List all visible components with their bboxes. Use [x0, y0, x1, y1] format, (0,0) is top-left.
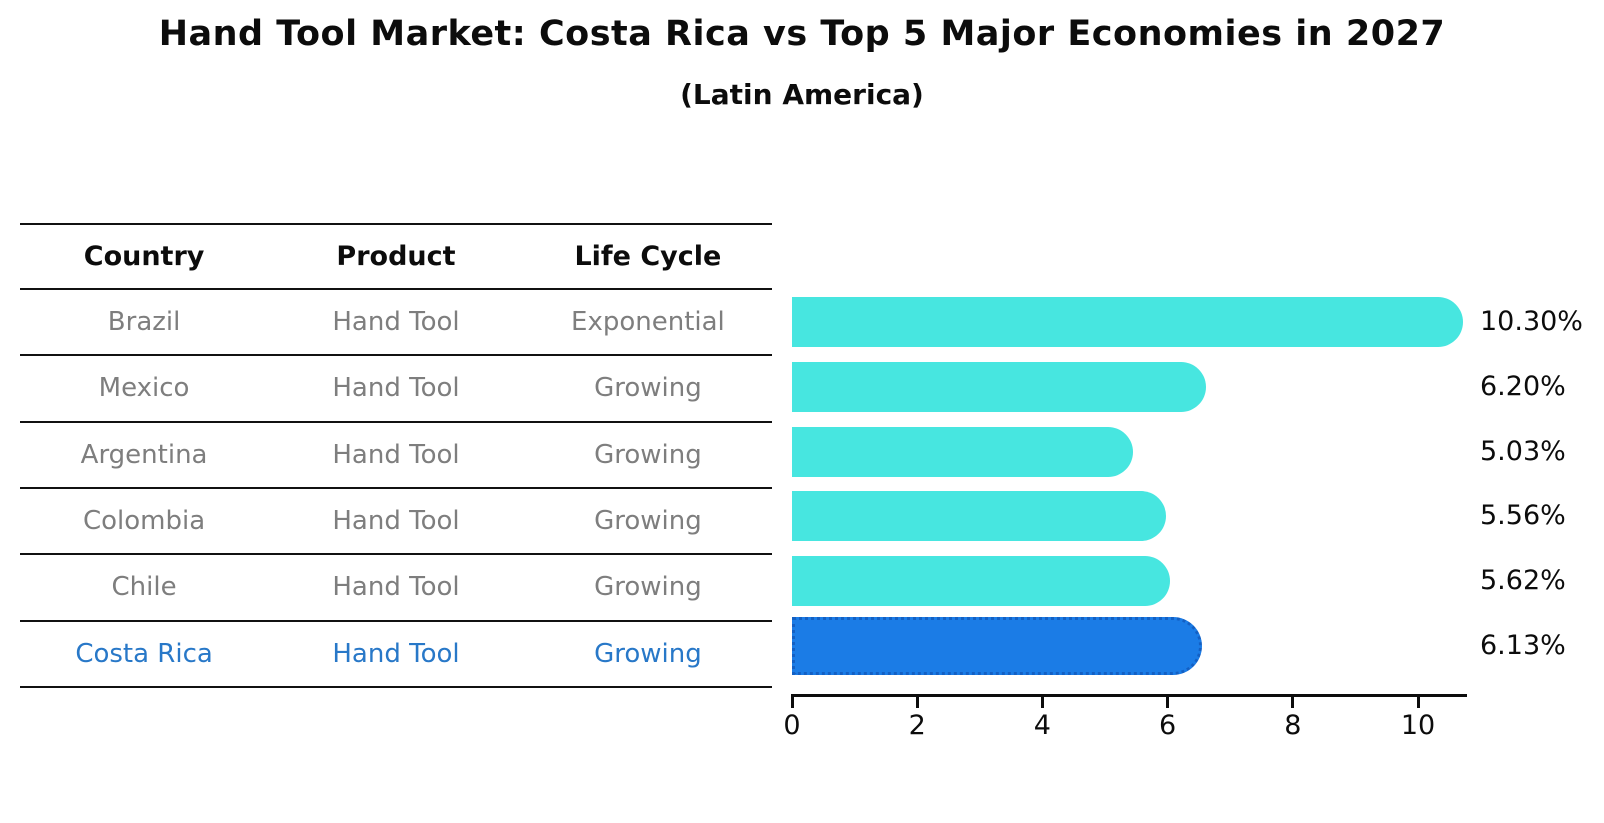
x-tick-mark-6: [1166, 697, 1170, 708]
cell-product: Hand Tool: [332, 373, 460, 404]
x-tick-mark-2: [915, 697, 919, 708]
table-row-costa-rica: Costa Rica Hand Tool Growing: [20, 620, 772, 687]
x-tick-mark-10: [1416, 697, 1420, 708]
cell-product: Hand Tool: [332, 572, 460, 603]
value-label-brazil: 10.30%: [1480, 306, 1583, 337]
cell-product: Hand Tool: [332, 307, 460, 338]
bar-mexico: [792, 361, 1207, 412]
table-row-colombia: Colombia Hand Tool Growing: [20, 487, 772, 554]
column-header-product: Product: [336, 241, 456, 272]
chart-subtitle: (Latin America): [680, 78, 924, 111]
cell-product: Hand Tool: [332, 439, 460, 470]
bar-colombia: [792, 491, 1167, 542]
column-header-country: Country: [83, 241, 205, 272]
cell-life-cycle: Growing: [594, 638, 702, 669]
cell-life-cycle: Growing: [594, 439, 702, 470]
value-label-costa-rica: 6.13%: [1480, 630, 1566, 661]
value-label-colombia: 5.56%: [1480, 500, 1566, 532]
chart-title: Hand Tool Market: Costa Rica vs Top 5 Ma…: [158, 14, 1446, 54]
table-header-row: Country Product Life Cycle: [20, 224, 772, 289]
table-row-chile: Chile Hand Tool Growing: [20, 554, 772, 620]
cell-country: Costa Rica: [75, 638, 213, 669]
value-label-mexico: 6.20%: [1480, 370, 1566, 402]
x-tick-mark-4: [1040, 697, 1044, 708]
cell-life-cycle: Exponential: [571, 307, 725, 338]
cell-country: Colombia: [82, 506, 206, 537]
column-header-life-cycle: Life Cycle: [574, 241, 722, 272]
x-tick-label-0: 0: [783, 710, 801, 741]
table-row-argentina: Argentina Hand Tool Growing: [20, 421, 772, 488]
x-tick-label-6: 6: [1159, 710, 1177, 741]
cell-country: Mexico: [98, 373, 190, 404]
x-tick-label-10: 10: [1400, 710, 1436, 741]
x-tick-label-8: 8: [1284, 710, 1302, 741]
cell-product: Hand Tool: [332, 506, 460, 537]
bar-argentina: [792, 426, 1133, 477]
cell-life-cycle: Growing: [594, 572, 702, 603]
cell-country: Chile: [111, 572, 177, 603]
cell-product: Hand Tool: [332, 638, 460, 669]
table-row-brazil: Brazil Hand Tool Exponential: [20, 289, 772, 355]
value-label-chile: 5.62%: [1480, 565, 1566, 597]
bar-brazil: [792, 297, 1463, 347]
cell-life-cycle: Growing: [594, 506, 702, 537]
x-axis-line: [791, 694, 1467, 697]
country-table: Country Product Life Cycle Brazil Hand To…: [20, 223, 772, 688]
value-label-argentina: 5.03%: [1480, 435, 1566, 467]
x-tick-mark-8: [1291, 697, 1295, 708]
cell-life-cycle: Growing: [594, 373, 702, 404]
table-row-mexico: Mexico Hand Tool Growing: [20, 355, 772, 421]
bar-chile: [792, 556, 1170, 607]
x-tick-label-4: 4: [1033, 710, 1051, 741]
x-tick-label-2: 2: [908, 710, 926, 741]
cell-country: Argentina: [80, 439, 208, 470]
bar-costa-rica: [792, 617, 1202, 675]
x-tick-mark-0: [790, 697, 794, 708]
cell-country: Brazil: [107, 307, 181, 338]
